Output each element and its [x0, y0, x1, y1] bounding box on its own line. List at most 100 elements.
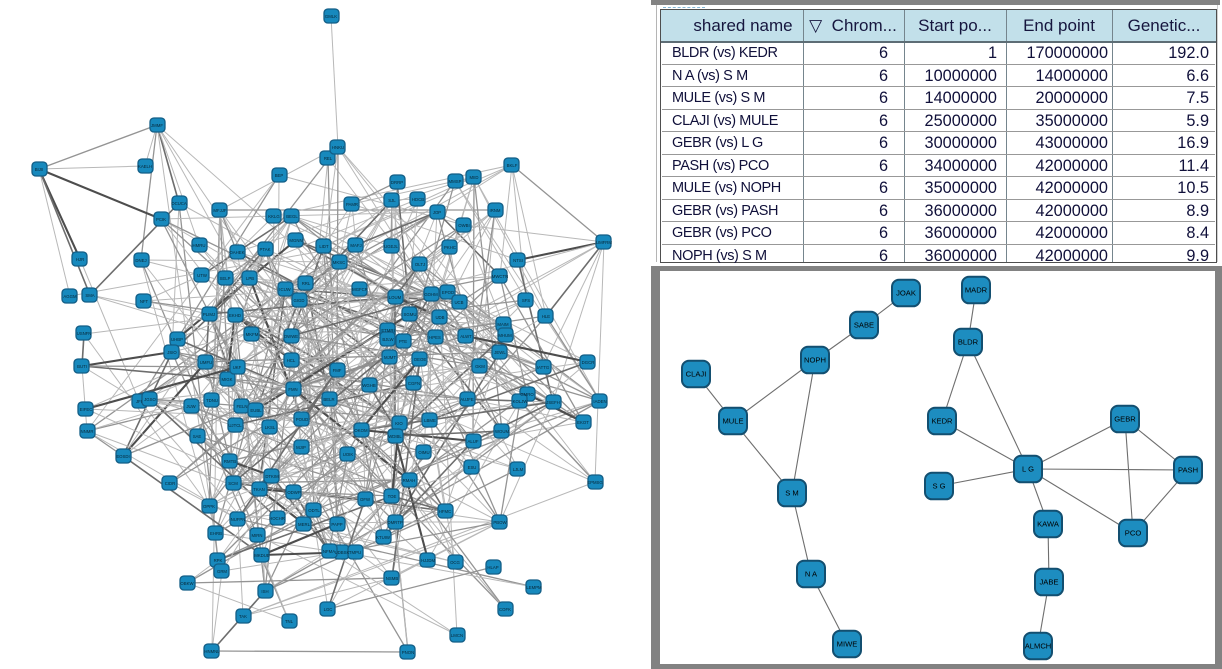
svg-text:UJTCL: UJTCL: [228, 423, 242, 428]
svg-text:MIRN: MIRN: [252, 533, 263, 538]
svg-text:ALUF: ALUF: [468, 439, 479, 444]
svg-text:JOAK: JOAK: [896, 289, 916, 298]
svg-text:OAHEK: OAHEK: [229, 250, 244, 255]
svg-text:MULE: MULE: [722, 417, 743, 426]
svg-text:RMTB: RMTB: [224, 459, 236, 464]
svg-text:HOCHR: HOCHR: [269, 516, 285, 521]
svg-text:HPES: HPES: [429, 335, 441, 340]
svg-text:BKLF: BKLF: [507, 163, 518, 168]
svg-text:OWBI: OWBI: [458, 223, 469, 228]
svg-text:SMA: SMA: [85, 293, 94, 298]
svg-text:HCL: HCL: [287, 358, 296, 363]
svg-text:S M: S M: [785, 489, 799, 498]
svg-text:OIMU: OIMU: [418, 450, 429, 455]
svg-text:GIGD: GIGD: [294, 298, 305, 303]
svg-text:BELR: BELR: [323, 397, 334, 402]
svg-text:PAMR: PAMR: [346, 202, 358, 207]
svg-text:EUBL: EUBL: [250, 408, 262, 413]
svg-text:HMRU: HMRU: [193, 243, 206, 248]
svg-text:BIJII: BIJII: [35, 167, 44, 172]
svg-text:ESU: ESU: [468, 465, 477, 470]
svg-text:MIWE: MIWE: [837, 640, 858, 649]
svg-text:KTUIW: KTUIW: [376, 535, 391, 540]
svg-text:S G: S G: [932, 482, 945, 491]
svg-text:PBOW: PBOW: [493, 520, 507, 525]
svg-text:UMFU: UMFU: [200, 360, 212, 365]
svg-text:LJLM: LJLM: [513, 467, 524, 472]
svg-text:WDIBL: WDIBL: [388, 434, 402, 439]
svg-text:BJLW: BJLW: [382, 337, 394, 342]
svg-text:CGFN: CGFN: [408, 381, 420, 386]
svg-text:MGNN: MGNN: [289, 238, 302, 243]
svg-text:BUTI: BUTI: [77, 364, 87, 369]
svg-text:EOSDI: EOSDI: [116, 454, 129, 459]
svg-text:EKHD: EKHD: [229, 313, 241, 318]
svg-text:EKOT: EKOT: [577, 420, 589, 425]
svg-text:L G: L G: [1022, 465, 1034, 474]
svg-text:GEBR: GEBR: [1114, 415, 1136, 424]
svg-text:NTSI: NTSI: [513, 258, 523, 263]
svg-text:MADR: MADR: [965, 286, 988, 295]
svg-text:ICUW: ICUW: [279, 287, 291, 292]
svg-text:OMRTP: OMRTP: [387, 520, 403, 525]
svg-text:LMCN: LMCN: [451, 633, 463, 638]
svg-text:BEGL: BEGL: [286, 214, 298, 219]
svg-text:TKAN: TKAN: [253, 487, 264, 492]
svg-text:EPOD: EPOD: [442, 290, 454, 295]
svg-text:JOP: JOP: [433, 210, 441, 215]
svg-text:KAWA: KAWA: [1037, 520, 1060, 529]
svg-text:MKDUE: MKDUE: [254, 553, 270, 558]
svg-text:PNON: PNON: [402, 650, 414, 655]
svg-text:MFJJF: MFJJF: [213, 208, 227, 213]
svg-text:N A: N A: [805, 570, 818, 579]
svg-text:IRNM: IRNM: [490, 208, 501, 213]
svg-text:HJJDM: HJJDM: [421, 558, 436, 563]
svg-text:PLIMJ: PLIMJ: [203, 312, 215, 317]
svg-text:ODWP: ODWP: [287, 490, 301, 495]
svg-text:KAELH: KAELH: [138, 164, 152, 169]
svg-text:EIFEC: EIFEC: [80, 407, 93, 412]
svg-text:SELP: SELP: [220, 276, 231, 281]
svg-text:HNMNL: HNMNL: [204, 649, 220, 654]
svg-text:PTE: PTE: [399, 339, 407, 344]
svg-text:NFMA: NFMA: [323, 549, 335, 554]
svg-text:KKLG: KKLG: [268, 214, 280, 219]
svg-text:LGC: LGC: [324, 607, 333, 612]
svg-text:FMN: FMN: [288, 387, 297, 392]
svg-text:SFS: SFS: [522, 298, 530, 303]
svg-text:RPK: RPK: [214, 558, 223, 563]
svg-text:LOUM: LOUM: [389, 295, 402, 300]
svg-text:AUJFE: AUJFE: [460, 397, 474, 402]
svg-text:OPPK: OPPK: [203, 504, 215, 509]
svg-text:MMSP: MMSP: [449, 179, 462, 184]
svg-text:HDCB: HDCB: [412, 197, 424, 202]
svg-text:GOHM: GOHM: [424, 292, 438, 297]
svg-text:OCUCA: OCUCA: [171, 201, 187, 206]
svg-text:PCO: PCO: [1125, 529, 1142, 538]
svg-text:MIID: MIID: [469, 175, 478, 180]
svg-text:OFW: OFW: [360, 497, 371, 502]
svg-text:TDNU: TDNU: [206, 398, 218, 403]
svg-text:UOIK: UOIK: [343, 452, 354, 457]
svg-text:PAPP: PAPP: [331, 522, 342, 527]
svg-text:GMLK: GMLK: [325, 14, 337, 19]
svg-text:MGFCR: MGFCR: [352, 287, 368, 292]
svg-text:ALMCH: ALMCH: [1025, 642, 1052, 651]
svg-text:UTW: UTW: [197, 273, 208, 278]
svg-text:JSEFH: JSEFH: [546, 400, 560, 405]
svg-text:OLTJ: OLTJ: [415, 262, 425, 267]
svg-text:COFK: COFK: [499, 607, 511, 612]
svg-text:SABE: SABE: [854, 321, 874, 330]
svg-text:HJR: HJR: [76, 257, 84, 262]
svg-text:MAFJ: MAFJ: [350, 243, 361, 248]
svg-text:MJIP: MJIP: [296, 445, 306, 450]
svg-text:ETMRI: ETMRI: [381, 328, 394, 333]
svg-text:UCB: UCB: [454, 300, 463, 305]
svg-text:BLDR: BLDR: [958, 338, 979, 347]
svg-text:UHBP: UHBP: [171, 337, 183, 342]
svg-text:GKM: GKM: [475, 364, 485, 369]
svg-text:JMMF: JMMF: [151, 123, 163, 128]
svg-text:OCG: OCG: [450, 560, 460, 565]
svg-text:UDBSK: UDBSK: [335, 550, 350, 555]
svg-text:LBME: LBME: [424, 418, 436, 423]
